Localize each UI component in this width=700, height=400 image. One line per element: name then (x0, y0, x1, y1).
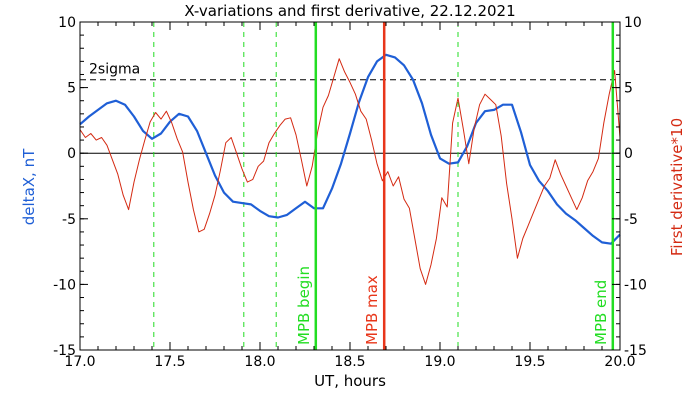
x-tick-label: 17.5 (154, 354, 185, 370)
plot-frame (79, 21, 621, 351)
x-tick-label: 19.5 (514, 354, 545, 370)
right-tick-label: -10 (624, 277, 647, 293)
right-tick-label: 0 (624, 146, 633, 162)
left-axis-label: deltaX, nT (20, 148, 38, 225)
x-axis-ticks: 17.0 17.5 18.0 18.5 19.0 19.5 20.0 (64, 22, 636, 370)
x-tick-label: 17.0 (64, 354, 95, 370)
right-tick-label: -5 (624, 212, 638, 228)
left-tick-label: 10 (58, 15, 76, 31)
event-marker-label: MPB max (363, 275, 381, 345)
left-tick-label: -10 (53, 277, 76, 293)
x-tick-label: 18.5 (334, 354, 365, 370)
left-tick-label: -15 (53, 343, 76, 359)
x-tick-label: 18.0 (244, 354, 275, 370)
right-axis-ticks: -15 -10 -5 0 5 10 (612, 15, 647, 359)
chart-title: X-variations and first derivative, 22.12… (184, 2, 515, 20)
right-tick-label: 5 (624, 81, 633, 97)
event-marker-label: MPB begin (295, 266, 313, 345)
x-tick-label: 20.0 (604, 354, 635, 370)
plot-area (79, 21, 621, 351)
left-tick-label: -5 (62, 212, 76, 228)
left-axis-ticks: -15 -10 -5 0 5 10 (53, 15, 88, 359)
event-marker-label: MPB end (592, 280, 610, 345)
deltax-series-line (79, 53, 621, 245)
event-labels: MPB begin MPB max MPB end (295, 266, 610, 345)
derivative-series-line (79, 58, 621, 285)
right-tick-label: 10 (624, 15, 642, 31)
x-axis-label: UT, hours (314, 372, 386, 390)
x-tick-label: 19.0 (424, 354, 455, 370)
right-axis-label: First derivative*10 (668, 118, 686, 256)
sigma-label: 2sigma (89, 62, 140, 78)
left-tick-label: 0 (67, 146, 76, 162)
left-tick-label: 5 (67, 81, 76, 97)
right-tick-label: -15 (624, 343, 647, 359)
